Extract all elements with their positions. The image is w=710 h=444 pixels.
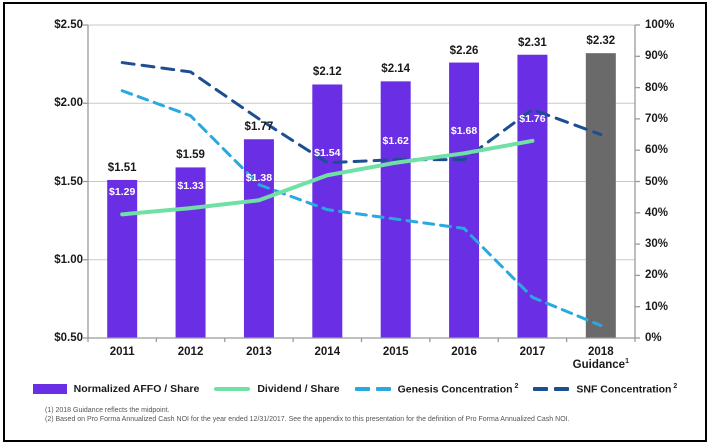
bar-2011 (107, 179, 138, 338)
x-tick-label-2013: 2013 (246, 346, 272, 358)
bar-2016 (449, 62, 480, 339)
bar-label-2014: $2.12 (312, 66, 342, 79)
x-tick-label-2018: 2018 Guidance1 (572, 346, 629, 371)
x-tick-label-2016: 2016 (451, 346, 477, 358)
genesis-concentration-line (120, 89, 603, 327)
left-tick-label-0: $2.50 (54, 18, 83, 31)
right-tick-label-10: 0% (645, 331, 662, 344)
footnotes: (1) 2018 Guidance reflects the midpoint.… (45, 406, 570, 425)
right-tick-label-6: 40% (645, 206, 669, 219)
dividend-label-2011: $1.29 (109, 186, 136, 199)
legend-swatch-dashed-line (354, 387, 391, 391)
right-tick-label-0: 100% (645, 18, 675, 31)
right-tick-label-8: 20% (645, 269, 669, 282)
bar-label-2015: $2.14 (381, 63, 411, 76)
dividend-label-2014: $1.54 (314, 147, 341, 160)
legend-item-genesis-concentration: Genesis Concentration 2 (354, 382, 519, 396)
dividend-label-2013: $1.38 (245, 172, 273, 185)
snf-concentration-line (120, 61, 603, 165)
right-tick-label-5: 50% (645, 175, 669, 188)
bar-2018-guidance (585, 53, 616, 339)
dividend-label-2015: $1.62 (382, 134, 409, 147)
bar-label-2011: $1.51 (107, 161, 137, 174)
legend-swatch-dashed-line (533, 387, 570, 391)
bar-label-2018: $2.32 (586, 35, 616, 48)
footnote-1: (1) 2018 Guidance reflects the midpoint. (45, 407, 170, 414)
legend-label: SNF Concentration 2 (576, 382, 678, 396)
legend-swatch-bar (32, 384, 67, 394)
bar-label-2012: $1.59 (176, 149, 205, 162)
left-tick-label-2: $1.50 (54, 175, 83, 188)
left-tick-label-1: $2.00 (54, 97, 83, 110)
legend-label: Normalized AFFO / Share (73, 383, 200, 395)
right-tick-label-2: 80% (645, 81, 669, 94)
left-tick-label-3: $1.00 (54, 253, 83, 266)
legend-item-dividend-share: Dividend / Share (214, 383, 340, 395)
right-tick-label-3: 70% (645, 112, 669, 125)
legend-label: Genesis Concentration 2 (397, 382, 519, 396)
x-tick-label-2012: 2012 (177, 346, 204, 358)
dividend-label-2012: $1.33 (177, 180, 204, 193)
dividend-line (120, 138, 535, 217)
right-tick-label-9: 10% (645, 300, 669, 313)
legend-item-normalized-affo-share: Normalized AFFO / Share (32, 383, 200, 395)
legend-item-snf-concentration: SNF Concentration 2 (533, 382, 678, 396)
x-tick-label-2017: 2017 (519, 346, 546, 358)
right-tick-label-7: 30% (645, 238, 669, 251)
legend-swatch-line (214, 387, 251, 391)
bar-2013 (243, 139, 274, 338)
x-tick-label-2011: 2011 (109, 346, 135, 358)
bar-2012 (175, 167, 206, 338)
bar-2015 (380, 81, 411, 338)
bar-2017 (517, 54, 548, 339)
x-tick-label-2015: 2015 (382, 346, 409, 358)
bar-label-2016: $2.26 (449, 44, 479, 57)
dividend-label-2016: $1.68 (450, 125, 478, 138)
legend-label: Dividend / Share (257, 383, 340, 395)
bar-label-2013: $1.77 (244, 121, 274, 134)
bar-label-2017: $2.31 (518, 36, 547, 49)
left-tick-label-4: $0.50 (54, 331, 83, 344)
footnote-2: (2) Based on Pro Forma Annualized Cash N… (45, 416, 570, 424)
chart-legend: Normalized AFFO / Share Dividend / Share G… (10, 379, 700, 399)
right-tick-label-4: 60% (645, 144, 669, 157)
bar-2014 (312, 84, 343, 338)
dividend-label-2017: $1.76 (519, 112, 546, 125)
right-tick-label-1: 90% (645, 50, 669, 63)
x-tick-label-2014: 2014 (314, 346, 341, 358)
